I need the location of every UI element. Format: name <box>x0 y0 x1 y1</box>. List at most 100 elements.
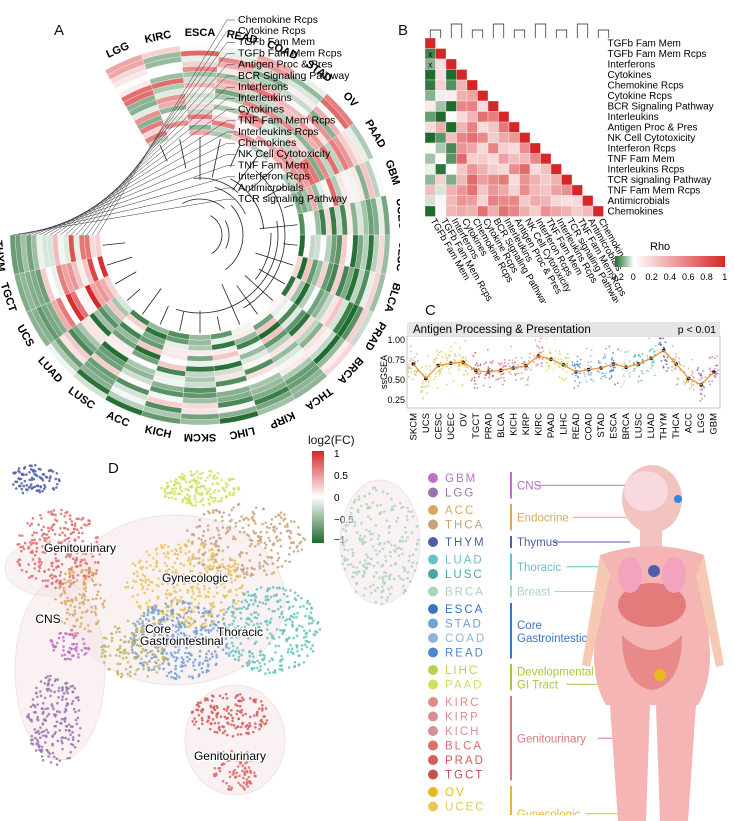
breast-cluster <box>341 542 344 545</box>
thoracic-cluster <box>310 616 313 620</box>
data-point <box>708 380 711 383</box>
breast-cluster <box>389 564 393 567</box>
heatmap-cell <box>184 376 216 383</box>
data-point <box>700 388 702 391</box>
thoracic-cluster <box>296 611 299 615</box>
thoracic-cluster <box>281 587 285 590</box>
data-point <box>426 392 428 394</box>
genitourinary-cluster <box>61 531 64 535</box>
lgg-cluster <box>31 742 35 746</box>
paad-cluster <box>163 488 167 491</box>
gynecologic-cluster <box>148 605 152 609</box>
corr-row-label: TNF Fam Mem Rcps <box>608 185 701 196</box>
kirp-cluster <box>228 758 232 762</box>
genitourinary-cluster <box>18 562 21 566</box>
data-point <box>628 360 631 363</box>
genitourinary-cluster <box>92 549 96 552</box>
gi-cluster <box>180 656 184 659</box>
thca-cluster <box>264 561 267 564</box>
corr-cell <box>435 121 447 133</box>
lgg-cluster <box>39 680 43 683</box>
thca-cluster <box>242 518 245 521</box>
breast-cluster <box>343 558 346 562</box>
lgg-cluster <box>47 679 51 682</box>
prad-cluster <box>209 704 212 708</box>
data-point <box>571 364 574 366</box>
thca-cluster <box>276 539 279 543</box>
data-point <box>521 372 523 374</box>
data-point <box>605 363 607 365</box>
skcm-cluster <box>142 667 145 671</box>
thca-cluster <box>218 511 221 514</box>
data-point <box>449 350 452 353</box>
thoracic-cluster <box>287 666 291 669</box>
gi-cluster <box>161 629 165 633</box>
thca-cluster <box>212 509 215 512</box>
thoracic-cluster <box>225 610 228 614</box>
gi-cluster <box>163 627 166 631</box>
data-point <box>703 386 706 389</box>
gynecologic-cluster <box>203 622 207 625</box>
data-point <box>466 373 469 376</box>
corr-cell <box>445 132 457 144</box>
breast-cluster <box>382 509 386 513</box>
genitourinary-cluster <box>90 551 93 555</box>
skcm-cluster <box>109 632 113 635</box>
thoracic-cluster <box>291 620 294 624</box>
lgg-cluster <box>36 715 40 719</box>
heatmap-cell <box>182 66 218 73</box>
gynecologic-cluster <box>139 578 142 582</box>
thca-cluster <box>236 566 239 570</box>
skcm-cluster <box>127 652 130 655</box>
cancer-code: PAAD <box>445 680 483 692</box>
gynecologic-cluster <box>162 552 166 555</box>
gynecologic-cluster <box>207 614 211 618</box>
data-point <box>590 371 592 374</box>
gynecologic-cluster <box>226 568 230 571</box>
rho-legend-title: Rho <box>650 241 670 253</box>
gynecologic-cluster <box>209 555 213 558</box>
gi-cluster <box>219 642 223 645</box>
gynecologic-cluster <box>136 593 140 597</box>
breast-cluster <box>375 553 379 556</box>
lgg-cluster <box>33 728 37 731</box>
cancer-code: BRCA <box>445 587 485 599</box>
kirp-cluster <box>215 773 218 776</box>
dendrogram-branch <box>211 139 221 178</box>
prad-cluster <box>254 700 257 704</box>
data-point <box>697 372 700 375</box>
thoracic-cluster <box>288 605 292 609</box>
thoracic-cluster <box>235 607 239 611</box>
data-point <box>646 355 649 357</box>
data-point <box>446 383 448 386</box>
gbm-cluster <box>64 632 67 635</box>
gi-cluster <box>162 667 165 671</box>
thoracic-cluster <box>291 605 295 608</box>
gbm-cluster <box>72 636 76 640</box>
prad-cluster <box>234 696 237 699</box>
gynecologic-cluster <box>140 582 143 586</box>
gi-cluster <box>175 674 179 677</box>
dendrogram-branch <box>230 145 241 167</box>
genitourinary-cluster <box>35 550 38 553</box>
ring-label-leader <box>23 176 235 236</box>
thymus-cluster <box>48 477 52 480</box>
group-name: Core <box>517 620 542 632</box>
group-name: GI Tract <box>517 679 559 691</box>
data-point <box>567 356 570 359</box>
breast-cluster <box>378 576 381 580</box>
kirp-cluster <box>241 769 244 773</box>
data-point <box>578 381 581 384</box>
corr-cell <box>477 121 489 133</box>
acc-cluster <box>83 594 86 598</box>
skcm-cluster <box>133 641 137 645</box>
prad-cluster <box>225 709 228 712</box>
skcm-cluster <box>155 641 158 644</box>
breast-cluster <box>343 548 346 551</box>
thca-cluster <box>275 527 278 530</box>
gynecologic-cluster <box>192 610 196 614</box>
data-point <box>547 364 550 366</box>
prad-cluster <box>258 727 261 731</box>
thca-cluster <box>278 538 282 542</box>
gi-cluster <box>165 614 169 617</box>
